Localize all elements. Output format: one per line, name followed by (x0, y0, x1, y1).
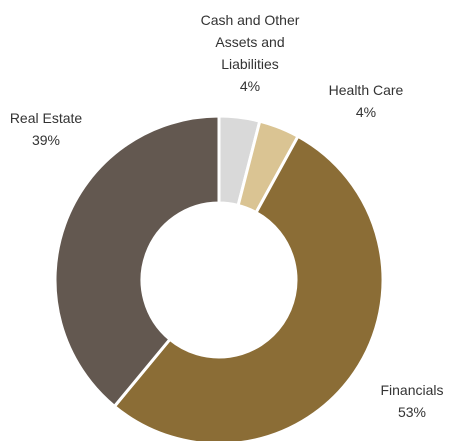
category-label: Cash and Other Assets and Liabilities (200, 12, 300, 72)
slice-label: Financials 53% (352, 379, 470, 423)
value-label: 4% (239, 78, 261, 94)
value-label: 39% (31, 132, 61, 148)
slice-label: Cash and Other Assets and Liabilities 4% (194, 9, 306, 97)
value-label: 53% (397, 404, 427, 420)
slice-label: Real Estate 39% (0, 107, 106, 151)
donut-slice (112, 134, 385, 441)
category-label: Health Care (328, 82, 404, 98)
donut-slice (53, 114, 221, 409)
category-label: Financials (380, 382, 444, 398)
category-label: Real Estate (9, 110, 83, 126)
slice-label: Health Care 4% (306, 79, 426, 123)
value-label: 4% (355, 104, 377, 120)
